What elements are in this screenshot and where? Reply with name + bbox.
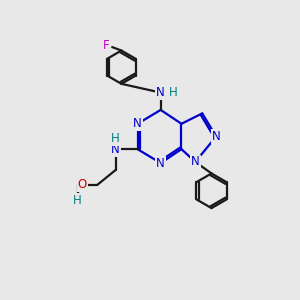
Text: N: N [156,157,165,169]
Text: N: N [111,143,120,156]
Text: N: N [191,155,200,168]
Text: N: N [156,86,165,99]
Text: F: F [103,39,110,52]
Text: N: N [212,130,220,143]
Text: N: N [133,117,142,130]
Text: H: H [73,194,82,206]
Text: H: H [111,132,120,145]
Text: O: O [77,178,87,191]
Text: H: H [169,86,178,99]
